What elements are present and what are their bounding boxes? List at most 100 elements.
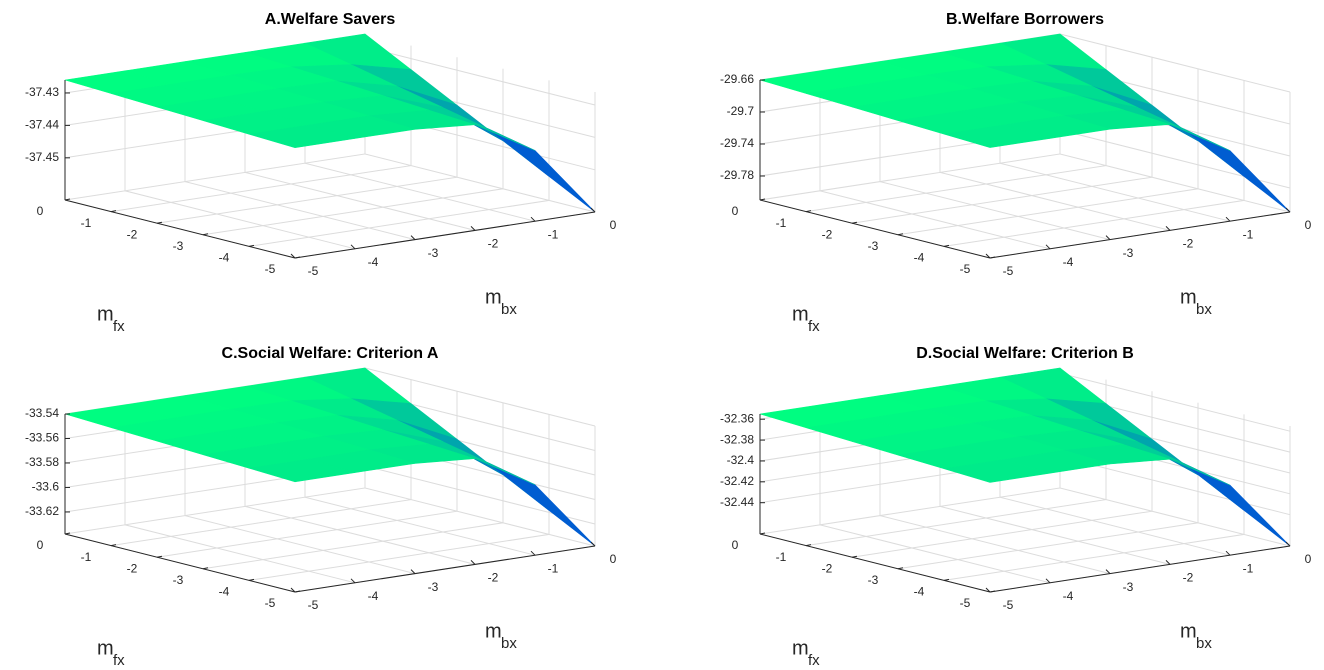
y-tick-label: 0 xyxy=(37,538,44,552)
x-tick-label: 0 xyxy=(1305,552,1312,566)
x-tick-label: -2 xyxy=(488,571,499,585)
y-axis-label: m xyxy=(792,303,809,325)
y-axis-label-sub: fx xyxy=(808,652,820,669)
x-tick-label: -2 xyxy=(1183,571,1194,585)
x-axis xyxy=(989,211,1291,259)
z-tick-label: -37.44 xyxy=(25,118,59,132)
y-tick-label: -4 xyxy=(914,585,925,599)
x-tick xyxy=(1165,560,1171,565)
grid-line xyxy=(851,57,1153,224)
y-tick xyxy=(64,198,71,201)
x-tick-label: -1 xyxy=(1243,227,1254,241)
x-tick xyxy=(1285,207,1291,213)
grid-line xyxy=(156,57,458,224)
y-tick-label: -3 xyxy=(868,573,879,587)
z-tick-label: -33.62 xyxy=(25,504,59,518)
panel-title: D.Social Welfare: Criterion B xyxy=(916,345,1134,362)
x-axis-label: m xyxy=(485,620,502,642)
x-tick xyxy=(590,207,596,213)
x-tick-label: -1 xyxy=(548,227,559,241)
y-axis-label-sub: fx xyxy=(113,318,125,335)
x-tick xyxy=(985,587,991,593)
surface-cell xyxy=(248,458,356,483)
x-tick-label: -3 xyxy=(1123,246,1134,260)
y-tick xyxy=(897,567,904,570)
y-tick xyxy=(110,210,117,213)
y-tick xyxy=(805,210,812,213)
surface-cell xyxy=(1183,463,1291,547)
surface-cell xyxy=(488,128,596,213)
y-axis xyxy=(64,199,296,259)
y-tick xyxy=(805,544,812,547)
y-tick-label: -1 xyxy=(776,216,787,230)
x-tick-label: -4 xyxy=(368,255,379,269)
y-tick xyxy=(248,244,255,247)
y-tick xyxy=(156,555,163,558)
surface-cell xyxy=(943,459,1051,483)
x-tick xyxy=(350,244,356,250)
x-tick xyxy=(1225,216,1231,222)
y-axis xyxy=(759,533,991,593)
y-tick-label: -5 xyxy=(265,596,276,610)
x-tick-label: -3 xyxy=(428,246,439,260)
y-tick-label: -3 xyxy=(868,239,879,253)
y-tick-label: -2 xyxy=(127,227,138,241)
z-tick-label: -32.42 xyxy=(720,474,754,488)
y-tick-label: -2 xyxy=(822,227,833,241)
x-tick xyxy=(530,216,536,222)
y-tick xyxy=(989,590,996,593)
y-tick-label: 0 xyxy=(37,204,44,218)
x-axis xyxy=(294,545,596,593)
y-tick xyxy=(943,578,950,581)
y-tick xyxy=(759,198,766,201)
x-tick xyxy=(985,253,991,259)
y-axis-label: m xyxy=(792,637,809,659)
x-tick-label: -4 xyxy=(1063,255,1074,269)
z-tick-label: -33.56 xyxy=(25,431,59,445)
y-tick-label: 0 xyxy=(732,538,739,552)
z-tick-label: -32.4 xyxy=(727,453,755,467)
panel-title: B.Welfare Borrowers xyxy=(946,11,1104,28)
surface-cell xyxy=(1183,128,1291,213)
z-tick-label: -33.54 xyxy=(25,406,59,420)
z-tick-label: -32.36 xyxy=(720,411,754,425)
x-tick-label: 0 xyxy=(1305,218,1312,232)
grid-line xyxy=(851,391,1153,558)
x-tick xyxy=(1225,550,1231,556)
x-tick xyxy=(530,550,536,556)
y-tick-label: -3 xyxy=(173,239,184,253)
x-tick xyxy=(1045,244,1051,250)
y-tick-label: -4 xyxy=(914,251,925,265)
x-tick xyxy=(470,226,476,231)
z-tick-label: -37.45 xyxy=(25,150,59,164)
x-axis-label-sub: bx xyxy=(501,301,517,318)
y-tick-label: -3 xyxy=(173,573,184,587)
y-axis-label-sub: fx xyxy=(113,652,125,669)
y-tick xyxy=(202,233,209,236)
x-tick-label: -5 xyxy=(1003,598,1014,612)
y-axis-label: m xyxy=(97,303,114,325)
x-axis-label-sub: bx xyxy=(1196,301,1212,318)
grid-line xyxy=(943,414,1245,581)
z-tick-label: -29.66 xyxy=(720,72,754,86)
y-tick-label: -2 xyxy=(127,561,138,575)
surface-panel: D.Social Welfare: Criterion B -32.44 -32.4… xyxy=(720,345,1312,669)
surface-cell xyxy=(248,124,356,149)
x-tick-label: -3 xyxy=(428,580,439,594)
y-tick-label: -5 xyxy=(960,262,971,276)
y-tick-label: -4 xyxy=(219,585,230,599)
x-tick xyxy=(470,560,476,565)
x-tick xyxy=(1105,235,1111,240)
x-tick xyxy=(350,578,356,584)
x-axis xyxy=(989,545,1291,593)
x-tick-label: -4 xyxy=(1063,589,1074,603)
x-tick-label: -5 xyxy=(308,264,319,278)
y-tick xyxy=(294,590,301,593)
z-tick-label: -37.43 xyxy=(25,85,59,99)
grid-line xyxy=(202,402,504,570)
x-tick xyxy=(290,253,296,259)
x-tick-label: 0 xyxy=(610,552,617,566)
z-tick-label: -32.38 xyxy=(720,432,754,446)
x-tick-label: -5 xyxy=(1003,264,1014,278)
